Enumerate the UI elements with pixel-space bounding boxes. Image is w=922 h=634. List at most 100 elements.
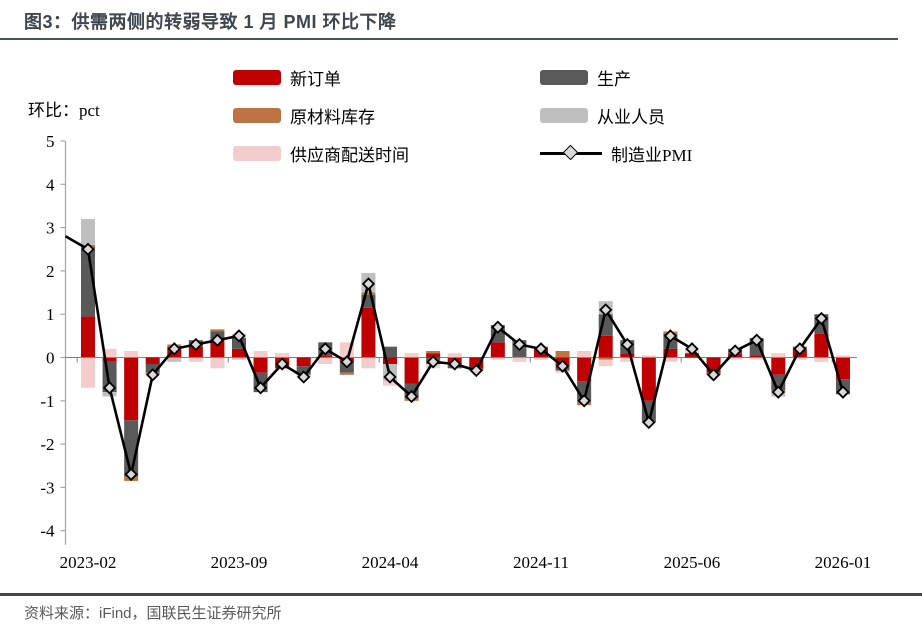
y-tick-label: -1: [40, 392, 54, 411]
pmi-marker-diamond: [836, 385, 850, 399]
bar-segment: [814, 357, 829, 362]
y-tick-label: -3: [40, 478, 54, 497]
bar-segment: [814, 333, 829, 358]
bar-segment: [382, 357, 397, 364]
bar-segment: [188, 346, 203, 358]
pmi-marker-diamond: [340, 355, 354, 369]
bar-segment: [577, 351, 592, 358]
supplier-delivery-swatch-icon: [233, 145, 281, 161]
pmi-marker-diamond: [642, 415, 656, 430]
pmi-marker-diamond: [102, 381, 117, 395]
bar-segment: [577, 357, 592, 382]
pmi-marker-diamond: [318, 342, 332, 356]
bar-segment: [792, 357, 807, 360]
pmi-marker-diamond: [210, 333, 225, 347]
y-tick-label: 5: [46, 132, 55, 151]
pmi-marker-diamond: [620, 337, 634, 352]
pmi-marker-diamond: [81, 242, 95, 256]
y-tick-label: 0: [46, 349, 55, 368]
bar-segment: [210, 340, 225, 358]
bar-segment: [253, 351, 268, 358]
legend-item-new-orders: 新订单: [233, 68, 341, 89]
pmi-marker-diamond: [793, 342, 807, 356]
pmi-marker-diamond: [706, 368, 721, 382]
pmi-marker-diamond: [383, 370, 397, 384]
pmi-line-marker-icon: [540, 144, 602, 161]
pmi-marker-diamond: [189, 337, 203, 352]
pmi-marker-diamond: [146, 368, 160, 382]
bar-segment: [749, 355, 764, 358]
legend-label: 制造业PMI: [611, 145, 693, 165]
bar-segment: [404, 353, 419, 358]
bar-segment: [749, 357, 764, 360]
bar-segment: [641, 355, 656, 358]
pmi-marker-diamond: [534, 342, 548, 356]
raw-materials-swatch-icon: [233, 107, 281, 123]
x-tick-label: 2023-02: [60, 553, 117, 572]
bar-segment: [447, 353, 462, 358]
x-tick-label: 2024-04: [362, 553, 419, 572]
source-note: 资料来源：iFind，国联民生证券研究所: [24, 605, 282, 622]
pmi-marker-diamond: [297, 370, 311, 384]
legend-item-pmi-line: 制造业PMI: [540, 144, 692, 165]
bar-segment: [620, 357, 635, 362]
bar-segment: [361, 307, 376, 358]
bar-segment: [102, 357, 117, 362]
bar-segment: [598, 335, 613, 358]
bar-segment: [555, 351, 570, 358]
legend-item-production: 生产: [540, 68, 631, 89]
legend-item-raw-materials: 原材料库存: [233, 106, 375, 127]
bar-segment: [124, 351, 139, 358]
bar-segment: [598, 357, 613, 360]
pmi-marker-diamond: [448, 357, 462, 371]
bar-segment: [641, 357, 656, 401]
bar-segment: [81, 357, 95, 388]
pmi-marker-diamond: [512, 337, 527, 352]
pmi-marker-diamond: [469, 363, 483, 378]
pmi-marker-diamond: [491, 320, 505, 334]
pmi-marker-diamond: [771, 385, 785, 399]
pmi-marker-diamond: [275, 357, 289, 371]
legend-label: 生产: [597, 69, 631, 89]
x-tick-label: 2026-01: [815, 553, 872, 572]
bar-segment: [835, 357, 850, 380]
pmi-marker-diamond: [750, 333, 764, 347]
bar-segment: [231, 348, 246, 358]
pmi-marker-diamond: [599, 303, 613, 317]
bar-segment: [663, 348, 678, 358]
bar-segment: [318, 357, 333, 364]
bar-segment: [382, 346, 397, 358]
bar-segment: [771, 353, 786, 358]
y-tick-label: -4: [40, 522, 55, 541]
new-orders-swatch-icon: [233, 69, 281, 85]
bar-segment: [102, 348, 117, 358]
legend-item-employment: 从业人员: [540, 106, 665, 127]
y-tick-label: -2: [40, 435, 54, 454]
bar-segment: [771, 357, 786, 375]
bar-segment: [210, 357, 225, 369]
pmi-marker-diamond: [555, 359, 570, 373]
figure-title: 图3：供需两侧的转弱导致 1 月 PMI 环比下降: [24, 12, 397, 32]
y-axis-unit-label: 环比：pct: [28, 101, 100, 120]
employment-swatch-icon: [540, 107, 588, 123]
bar-segment: [275, 353, 290, 358]
legend-label: 供应商配送时间: [290, 145, 409, 165]
bar-segment: [663, 357, 678, 362]
pmi-marker-diamond: [232, 329, 246, 343]
pmi-marker-diamond: [361, 277, 376, 291]
x-tick-label: 2024-11: [513, 553, 569, 572]
production-swatch-icon: [540, 69, 588, 85]
pmi-marker-diamond: [728, 344, 742, 358]
legend-label: 从业人员: [597, 107, 665, 127]
pmi-marker-diamond: [167, 342, 181, 356]
bar-segment: [339, 372, 354, 375]
x-tick-label: 2025-06: [664, 553, 721, 572]
bar-segment: [81, 316, 95, 358]
bar-segment: [404, 357, 419, 384]
y-tick-label: 2: [46, 262, 55, 281]
pmi-marker-diamond: [124, 467, 138, 482]
bar-segment: [210, 329, 225, 332]
pmi-marker-diamond: [685, 342, 699, 356]
